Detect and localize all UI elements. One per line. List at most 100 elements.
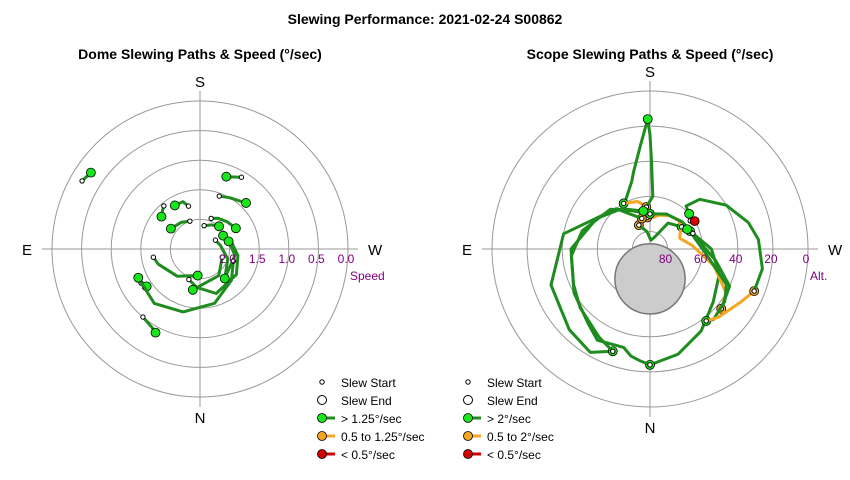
legend-swatch-marker [463,449,473,459]
slew-end-marker [133,272,144,283]
dome-polar-chart: Dome Slewing Paths & Speed (°/sec) S N E W 2.… [22,46,425,462]
slew-start-marker [639,215,645,222]
slew-start-marker [610,348,616,354]
legend-label: < 0.5°/sec [487,448,541,462]
slew-start-marker [186,276,192,283]
compass-label-s: S [195,74,205,91]
slew-end-marker [150,327,161,338]
legend-swatch-marker [463,413,473,423]
slew-path [213,238,230,280]
slew-path [136,259,235,314]
slew-end-marker [241,198,251,208]
legend-swatch-end [463,395,473,405]
radial-tick-label: 20 [764,252,778,266]
chart-title: Dome Slewing Paths & Speed (°/sec) [78,46,322,62]
slew-end-marker [214,221,224,232]
radial-axis-label: Speed [350,269,385,283]
legend-swatch-start [319,379,325,385]
slew-end-marker [689,216,700,226]
slew-start-marker [703,318,709,324]
legend-item-start: Slew Start [465,376,542,390]
radial-tick-label: 0.5 [308,252,325,266]
legend-item-medium: 0.5 to 2°/sec [463,430,554,444]
legend-swatch-start [465,379,471,385]
slew-end-marker [219,273,230,284]
legend-item-slow: < 0.5°/sec [463,448,541,462]
slew-start-marker [201,222,207,229]
legend-label: > 1.25°/sec [341,412,402,426]
legend-swatch-marker [317,449,327,459]
slew-end-marker [156,211,167,222]
legend-label: Slew Start [341,376,396,390]
slew-start-marker [150,254,157,260]
slew-path [569,207,652,367]
slew-start-marker [751,288,757,294]
slew-end-marker [221,171,232,182]
legend-swatch-marker [317,431,327,441]
legend-label: Slew End [341,394,392,408]
legend-label: < 0.5°/sec [341,448,395,462]
legend-item-start: Slew Start [319,376,396,390]
slew-end-marker [642,114,653,125]
slew-end-marker [223,236,234,247]
slew-path [191,255,224,292]
slew-path [644,117,655,209]
slew-start-marker [230,258,237,264]
chart-title: Scope Slewing Paths & Speed (°/sec) [527,46,774,62]
slew-path [151,255,200,278]
slew-start-marker [212,237,219,243]
compass-label-e: E [462,242,472,259]
slew-end-marker [169,200,180,211]
legend-label: 0.5 to 2°/sec [487,430,554,444]
radial-tick-label: 1.5 [249,252,266,266]
slew-start-marker [216,193,222,199]
legend-swatch-marker [317,413,327,423]
slew-end-marker [187,284,198,295]
slew-end-marker [684,208,695,219]
legend-swatch-marker [463,431,473,441]
legend-label: > 2°/sec [487,412,531,426]
slew-end-marker [166,223,176,234]
slew-start-marker [647,362,653,368]
legend-label: Slew End [487,394,538,408]
legend-item-medium: 0.5 to 1.25°/sec [317,430,425,444]
compass-label-w: W [828,242,843,259]
slew-end-marker [682,224,693,235]
compass-label-n: N [195,410,206,427]
legend-item-slow: < 0.5°/sec [317,448,395,462]
compass-label-n: N [645,420,656,437]
slew-start-marker [140,314,146,320]
radial-tick-label: 40 [729,252,743,266]
slew-start-marker [79,178,85,184]
slew-start-marker [208,215,214,222]
slew-start-marker [238,174,245,180]
radial-tick-label: 0 [803,252,810,266]
legend-item-end: Slew End [317,394,392,408]
legend-item-fast: > 2°/sec [463,412,531,426]
slew-end-marker [192,270,203,281]
legend-item-end: Slew End [463,394,538,408]
slew-path [223,239,237,280]
legend-item-fast: > 1.25°/sec [317,412,402,426]
radial-tick-label: 80 [659,252,673,266]
slew-start-marker [620,200,627,207]
slew-start-marker [161,203,167,209]
radial-tick-label: 2.0 [219,252,236,266]
radial-tick-label: 60 [694,252,708,266]
figure-title: Slewing Performance: 2021-02-24 S00862 [288,11,563,27]
slew-path [637,221,684,242]
slew-start-marker [185,203,192,209]
radial-tick-label: 0.0 [338,252,355,266]
slew-path [704,289,756,323]
slew-start-marker [636,222,642,228]
compass-label-s: S [645,64,655,81]
slew-end-marker [638,206,649,216]
legend-label: Slew Start [487,376,542,390]
compass-label-w: W [368,242,383,259]
slew-path [209,216,238,230]
scope-polar-chart: Scope Slewing Paths & Speed (°/sec) S N E W 8… [462,46,843,462]
slew-path [684,197,764,293]
slew-end-marker [85,167,96,178]
slew-start-marker [647,211,653,217]
